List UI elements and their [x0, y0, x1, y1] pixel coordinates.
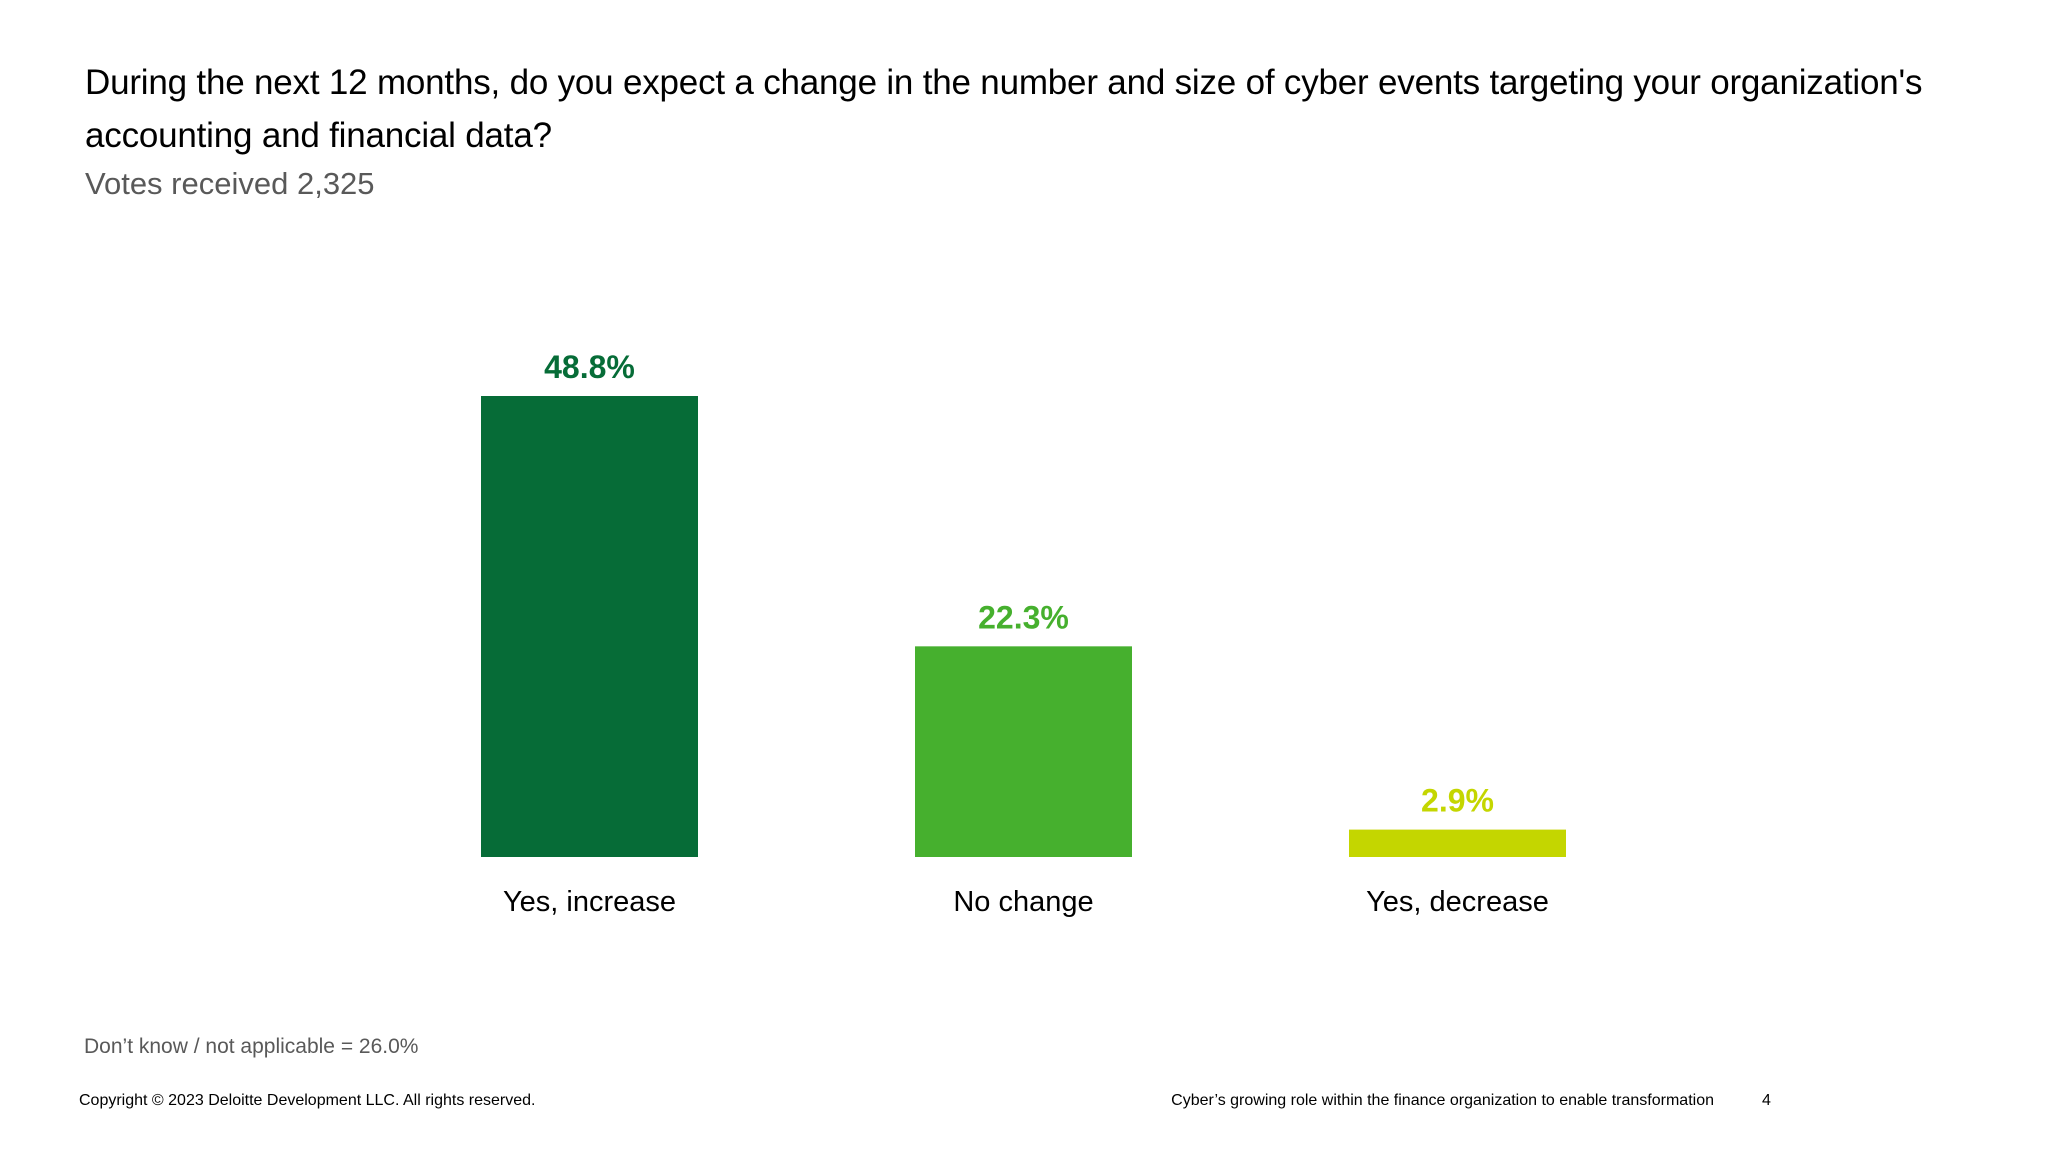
- dont-know-footnote: Don’t know / not applicable = 26.0%: [84, 1035, 419, 1058]
- value-label-yes-increase: 48.8%: [544, 349, 635, 385]
- category-label-yes-increase: Yes, increase: [503, 886, 676, 918]
- category-label-yes-decrease: Yes, decrease: [1366, 886, 1549, 918]
- slide-title: During the next 12 months, do you expect…: [85, 63, 1923, 155]
- bar-no-change: [915, 646, 1132, 857]
- votes-received-subtitle: Votes received 2,325: [85, 166, 375, 201]
- category-labels-group: Yes, increase No change Yes, decrease: [503, 886, 1549, 918]
- value-label-yes-decrease: 2.9%: [1421, 783, 1494, 819]
- presentation-title-footer: Cyber’s growing role within the finance …: [1171, 1092, 1714, 1109]
- copyright-footer: Copyright © 2023 Deloitte Development LL…: [79, 1092, 536, 1109]
- page-number: 4: [1762, 1092, 1771, 1109]
- bar-yes-increase: [481, 396, 698, 857]
- value-labels-group: 48.8% 22.3% 2.9%: [544, 349, 1494, 819]
- category-label-no-change: No change: [953, 886, 1093, 918]
- value-label-no-change: 22.3%: [978, 599, 1069, 635]
- bars-group: [481, 396, 1566, 857]
- bar-yes-decrease: [1349, 829, 1566, 857]
